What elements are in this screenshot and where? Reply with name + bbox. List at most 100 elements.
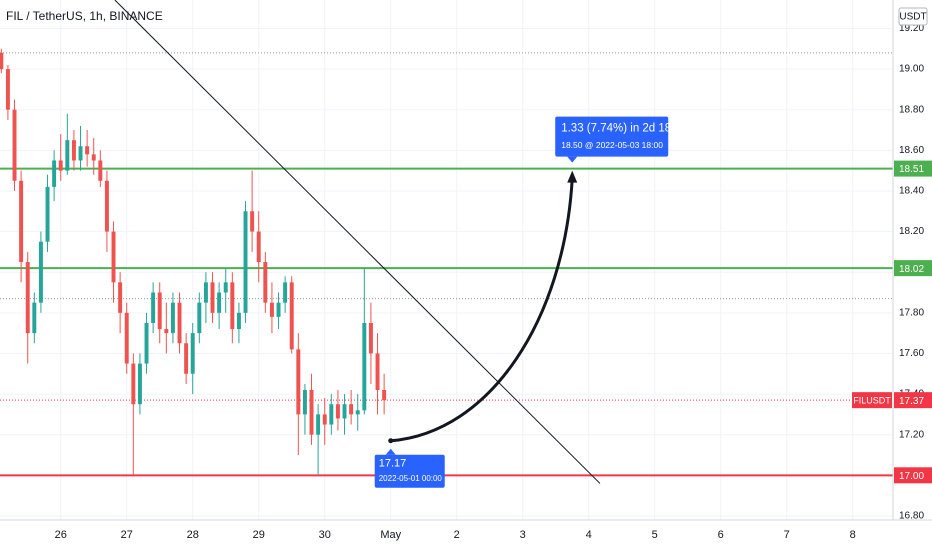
end-pointer	[567, 156, 578, 163]
candle-body	[144, 322, 149, 364]
symbol-label: FILUSDT	[853, 396, 891, 406]
candle-body	[32, 302, 37, 334]
x-tick-label: 8	[850, 529, 856, 541]
y-tick-label: 18.40	[899, 186, 924, 197]
candle-body	[283, 282, 288, 303]
candle-body	[236, 312, 241, 330]
candle-body	[111, 231, 116, 283]
label-layer: FIL / TetherUS, 1h, BINANCE USDT 18.51 18…	[6, 7, 932, 484]
x-tick-label: 2	[454, 529, 460, 541]
candle-body	[118, 282, 123, 313]
candle-body	[349, 404, 354, 415]
candle-body	[342, 404, 347, 419]
end-label: 1.33 (7.74%) in 2d 18h	[561, 123, 677, 135]
candle-body	[316, 414, 321, 435]
end-box	[555, 116, 669, 157]
candle-body	[78, 146, 83, 161]
level-tag	[894, 260, 932, 277]
trend-line	[114, 0, 601, 484]
candle-body	[58, 160, 63, 171]
candle-body	[177, 302, 182, 344]
start-box	[374, 454, 445, 488]
candle-body	[217, 292, 222, 313]
current-price-tag	[894, 392, 932, 409]
arrow-start	[388, 438, 394, 444]
x-tick-label: 4	[586, 529, 592, 541]
candle-body	[12, 109, 17, 181]
level-tag	[894, 467, 932, 484]
level-label: 18.51	[899, 164, 924, 175]
candle-body	[98, 160, 103, 181]
candle-body	[335, 404, 340, 419]
x-tick-label: 28	[187, 529, 199, 541]
candle-body	[243, 211, 248, 313]
candle-body	[5, 69, 10, 110]
candle-body	[157, 292, 162, 330]
level-tag	[894, 160, 932, 177]
candle-body	[210, 282, 215, 313]
candle-body	[269, 302, 274, 317]
candle-body	[355, 410, 360, 415]
y-tick-label: 19.20	[899, 23, 924, 34]
candle-body	[45, 186, 50, 242]
x-tick-label: May	[380, 529, 401, 541]
candle-body	[137, 363, 142, 405]
candle-body	[362, 322, 367, 411]
drawing-layer: 17.17 2022-05-01 00:00 1.33 (7.74%) in 2d …	[114, 0, 678, 488]
projection-arrow	[390, 178, 574, 443]
candle-body	[329, 404, 334, 425]
y-tick-label: 18.20	[899, 226, 924, 237]
candle-body	[375, 353, 380, 390]
candle-body	[0, 52, 4, 70]
current-price-label: 17.37	[899, 396, 924, 407]
y-tick-label: 16.80	[899, 511, 924, 522]
grid-layer	[0, 0, 893, 520]
currency-box[interactable]	[898, 7, 928, 26]
candle-body	[250, 211, 255, 232]
x-tick-label: 26	[55, 529, 67, 541]
level-label: 18.02	[899, 264, 924, 275]
candle-body	[71, 140, 76, 161]
y-tick-label: 17.20	[899, 429, 924, 440]
candle-body	[309, 390, 314, 435]
candle-body	[65, 140, 70, 171]
arrow-head	[567, 170, 578, 183]
candle-body	[19, 180, 24, 263]
y-tick-label: 18.80	[899, 104, 924, 115]
candle-body	[104, 180, 109, 232]
start-date: 2022-05-01 00:00	[379, 474, 443, 483]
candle-body	[170, 302, 175, 334]
candle-body	[203, 282, 208, 303]
candle-layer	[0, 48, 387, 476]
candle-body	[190, 333, 195, 374]
candle-body	[276, 302, 281, 317]
x-tick-label: 27	[121, 529, 133, 541]
candle-body	[38, 241, 43, 303]
symbol-title: FIL / TetherUS, 1h, BINANCE	[6, 9, 163, 23]
candle-body	[124, 312, 129, 364]
x-tick-label: 29	[253, 529, 265, 541]
y-tick-label: 19.00	[899, 64, 924, 75]
level-label: 17.00	[899, 471, 924, 482]
currency-label[interactable]: USDT	[899, 12, 926, 23]
candle-body	[52, 160, 57, 187]
candle-body	[256, 231, 261, 263]
x-tick-label: 3	[520, 529, 526, 541]
candle-body	[91, 154, 96, 161]
candle-body	[131, 363, 136, 405]
candle-body	[382, 390, 387, 401]
x-tick-label: 7	[784, 529, 790, 541]
candle-body	[289, 282, 294, 350]
candle-body	[368, 322, 373, 354]
candle-body	[197, 302, 202, 334]
candle-body	[223, 282, 228, 293]
candle-body	[322, 414, 327, 425]
candle-body	[85, 146, 90, 155]
end-detail: 18.50 @ 2022-05-03 18:00	[561, 140, 663, 150]
start-price: 17.17	[379, 458, 407, 470]
candle-body	[25, 262, 30, 334]
y-tick-label: 17.80	[899, 307, 924, 318]
candle-body	[263, 262, 268, 303]
start-pointer	[385, 448, 396, 455]
